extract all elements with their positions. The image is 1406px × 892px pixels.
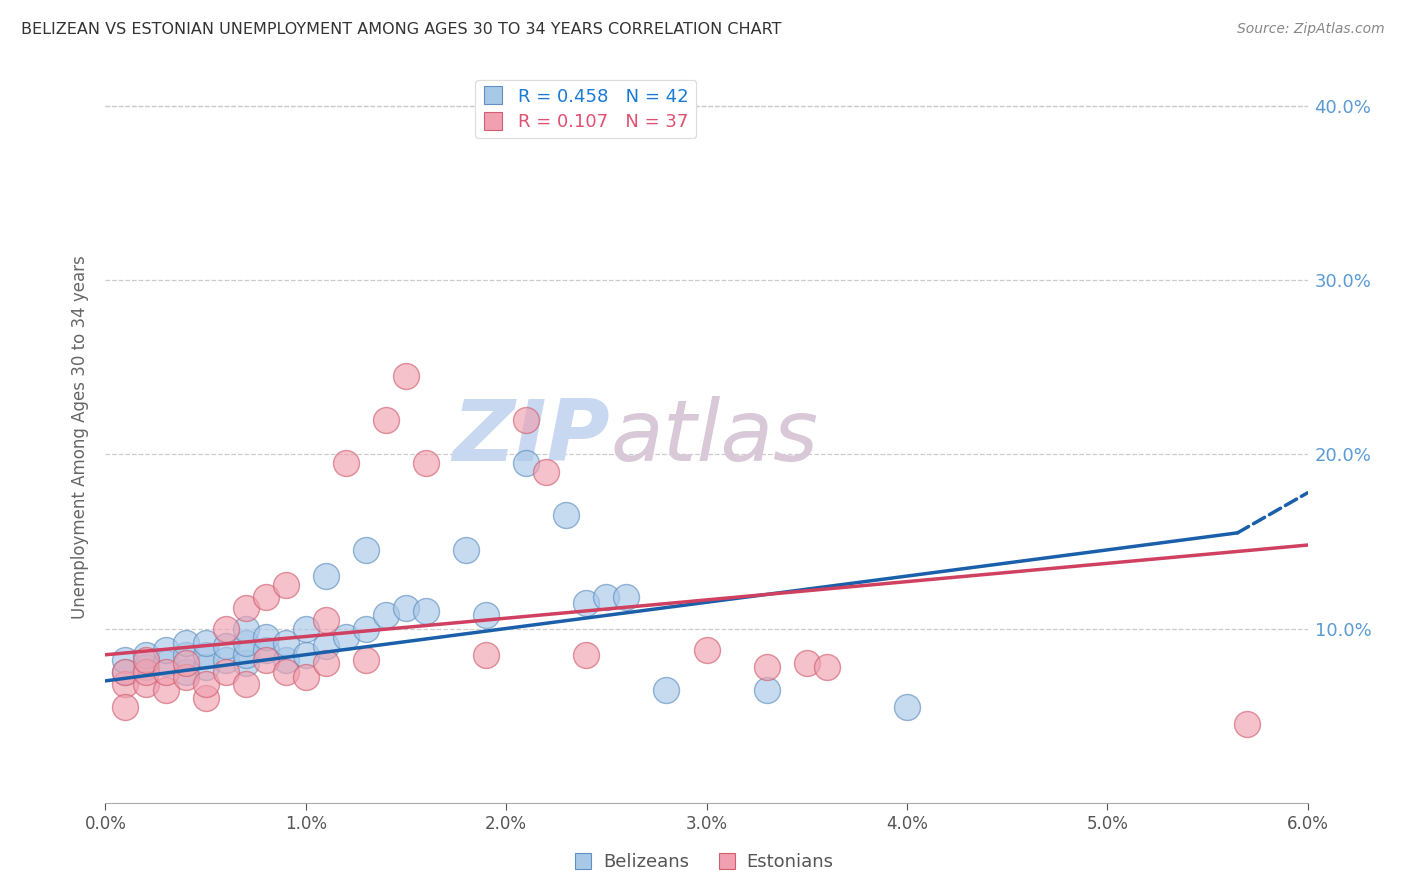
- Point: [235, 648, 257, 662]
- Text: atlas: atlas: [610, 395, 818, 479]
- Point: [315, 657, 337, 671]
- Text: ZIP: ZIP: [453, 395, 610, 479]
- Text: BELIZEAN VS ESTONIAN UNEMPLOYMENT AMONG AGES 30 TO 34 YEARS CORRELATION CHART: BELIZEAN VS ESTONIAN UNEMPLOYMENT AMONG …: [21, 22, 782, 37]
- Point: [194, 677, 217, 691]
- Point: [515, 456, 537, 470]
- Point: [616, 591, 638, 605]
- Point: [235, 600, 257, 615]
- Point: [475, 648, 498, 662]
- Point: [354, 653, 377, 667]
- Point: [135, 677, 157, 691]
- Point: [174, 648, 197, 662]
- Point: [354, 543, 377, 558]
- Point: [454, 543, 477, 558]
- Point: [555, 508, 578, 523]
- Point: [114, 677, 136, 691]
- Point: [534, 465, 557, 479]
- Point: [415, 456, 437, 470]
- Point: [194, 635, 217, 649]
- Legend: Belizeans, Estonians: Belizeans, Estonians: [565, 847, 841, 879]
- Point: [655, 682, 678, 697]
- Text: Source: ZipAtlas.com: Source: ZipAtlas.com: [1237, 22, 1385, 37]
- Point: [174, 665, 197, 680]
- Point: [155, 665, 177, 680]
- Point: [295, 648, 318, 662]
- Point: [374, 607, 398, 622]
- Point: [395, 600, 418, 615]
- Point: [214, 665, 236, 680]
- Point: [174, 657, 197, 671]
- Point: [235, 622, 257, 636]
- Point: [755, 682, 778, 697]
- Point: [235, 657, 257, 671]
- Point: [235, 677, 257, 691]
- Point: [114, 700, 136, 714]
- Point: [274, 653, 297, 667]
- Point: [515, 412, 537, 426]
- Point: [575, 648, 598, 662]
- Point: [395, 369, 418, 384]
- Point: [114, 665, 136, 680]
- Point: [335, 631, 357, 645]
- Point: [475, 607, 498, 622]
- Point: [575, 595, 598, 609]
- Point: [274, 635, 297, 649]
- Point: [354, 622, 377, 636]
- Y-axis label: Unemployment Among Ages 30 to 34 years: Unemployment Among Ages 30 to 34 years: [72, 255, 90, 619]
- Point: [254, 591, 277, 605]
- Point: [315, 639, 337, 653]
- Point: [896, 700, 918, 714]
- Point: [1236, 717, 1258, 731]
- Point: [174, 635, 197, 649]
- Point: [155, 682, 177, 697]
- Point: [155, 642, 177, 657]
- Point: [194, 691, 217, 706]
- Point: [235, 635, 257, 649]
- Point: [295, 622, 318, 636]
- Point: [755, 660, 778, 674]
- Point: [214, 639, 236, 653]
- Point: [135, 653, 157, 667]
- Point: [254, 653, 277, 667]
- Point: [696, 642, 718, 657]
- Point: [194, 660, 217, 674]
- Point: [114, 653, 136, 667]
- Point: [135, 660, 157, 674]
- Point: [815, 660, 838, 674]
- Point: [174, 670, 197, 684]
- Point: [254, 631, 277, 645]
- Point: [254, 642, 277, 657]
- Point: [295, 670, 318, 684]
- Point: [135, 648, 157, 662]
- Point: [335, 456, 357, 470]
- Point: [114, 665, 136, 680]
- Point: [374, 412, 398, 426]
- Point: [214, 653, 236, 667]
- Point: [415, 604, 437, 618]
- Point: [274, 578, 297, 592]
- Point: [194, 648, 217, 662]
- Point: [135, 665, 157, 680]
- Point: [595, 591, 617, 605]
- Point: [214, 622, 236, 636]
- Legend: R = 0.458   N = 42, R = 0.107   N = 37: R = 0.458 N = 42, R = 0.107 N = 37: [475, 80, 696, 138]
- Point: [315, 569, 337, 583]
- Point: [274, 665, 297, 680]
- Point: [155, 657, 177, 671]
- Point: [796, 657, 818, 671]
- Point: [315, 613, 337, 627]
